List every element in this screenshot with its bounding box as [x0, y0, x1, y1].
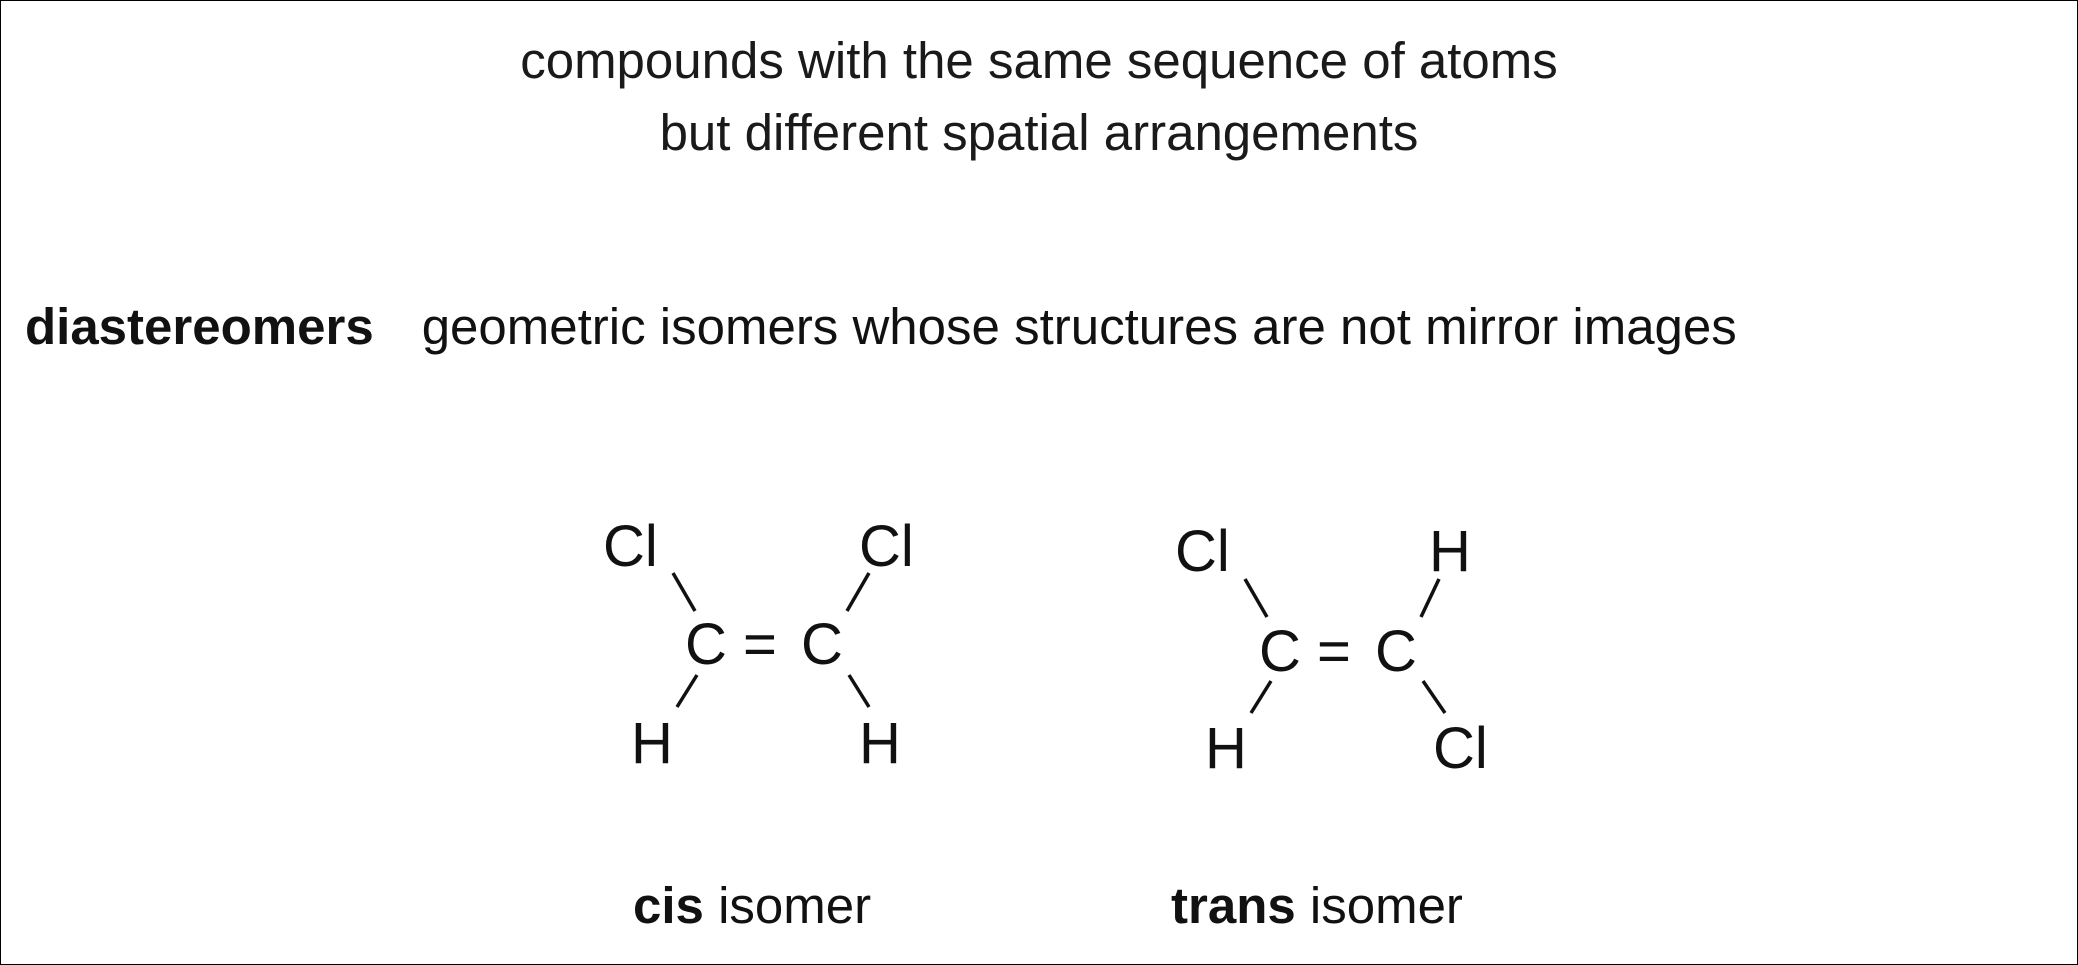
trans-caption-bold: trans: [1171, 877, 1296, 934]
trans-atom-top-right: H: [1429, 519, 1471, 584]
trans-bond-bottom-right: [1421, 680, 1447, 714]
trans-caption-rest: isomer: [1296, 877, 1463, 934]
cis-bond-bottom-left: [675, 674, 699, 708]
definition-term: diastereomers: [25, 298, 374, 355]
cis-caption-rest: isomer: [704, 877, 871, 934]
trans-caption: trans isomer: [1171, 877, 1463, 934]
trans-carbon-left: C: [1259, 619, 1301, 684]
trans-atom-bottom-left: H: [1205, 716, 1247, 781]
cis-double-bond: =: [743, 612, 777, 677]
cis-atom-top-left: Cl: [603, 514, 658, 579]
cis-bond-top-left: [671, 572, 697, 612]
trans-double-bond: =: [1317, 619, 1351, 684]
trans-bond-top-right: [1419, 578, 1441, 618]
definition-text: geometric isomers whose structures are n…: [421, 298, 1737, 355]
cis-molecule: Cl Cl C = C H H: [603, 514, 914, 776]
cis-atom-top-right: Cl: [859, 514, 914, 579]
heading-line-2: but different spatial arrangements: [659, 104, 1419, 161]
cis-atom-bottom-left: H: [631, 711, 673, 776]
heading-line-1: compounds with the same sequence of atom…: [520, 32, 1558, 89]
definition-row: diastereomers geometric isomers whose str…: [25, 297, 1737, 357]
trans-atom-bottom-right: Cl: [1433, 716, 1488, 781]
cis-bond-bottom-right: [847, 674, 871, 708]
trans-atom-top-left: Cl: [1175, 519, 1230, 584]
cis-atom-bottom-right: H: [859, 711, 901, 776]
cis-carbon-right: C: [801, 612, 843, 677]
trans-carbon-right: C: [1375, 619, 1417, 684]
cis-caption: cis isomer: [633, 877, 871, 934]
trans-bond-top-left: [1243, 578, 1269, 618]
trans-bond-bottom-left: [1249, 680, 1273, 714]
trans-molecule: Cl H C = C H Cl: [1175, 519, 1488, 781]
cis-bond-top-right: [845, 572, 871, 612]
cis-carbon-left: C: [685, 612, 727, 677]
cis-caption-bold: cis: [633, 877, 704, 934]
